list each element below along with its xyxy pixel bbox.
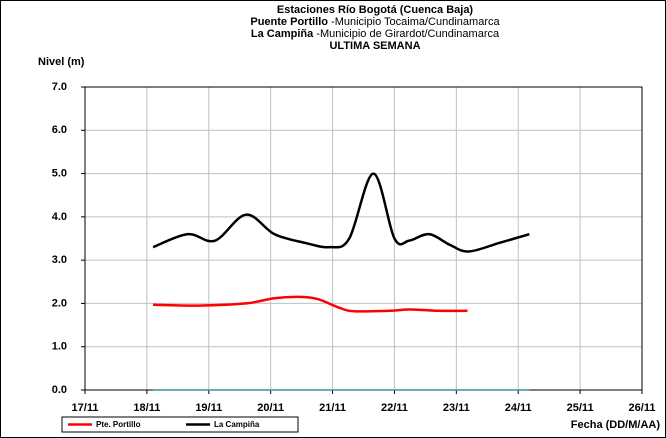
y-tick-label: 3.0 — [52, 254, 67, 266]
x-tick-label: 23/11 — [443, 402, 470, 414]
subtitle-line: La Campiña -Municipio de Girardot/Cundin… — [251, 28, 500, 40]
x-tick-label: 20/11 — [257, 402, 284, 414]
x-tick-label: 18/11 — [133, 402, 160, 414]
chart-title: ULTIMA SEMANA — [329, 40, 420, 52]
y-tick-label: 1.0 — [52, 341, 67, 353]
x-axis-label: Fecha (DD/M/AA) — [571, 419, 661, 431]
y-tick-label: 6.0 — [52, 124, 67, 136]
station-place: -Municipio Tocaima/Cundinamarca — [328, 16, 500, 28]
legend-label: La Campiña — [214, 420, 260, 429]
legend-box — [61, 416, 299, 433]
y-tick-label: 0.0 — [52, 384, 67, 396]
y-axis-label: Nivel (m) — [38, 56, 85, 68]
station-name: La Campiña — [251, 28, 314, 40]
x-tick-label: 21/11 — [319, 402, 346, 414]
x-tick-label: 25/11 — [567, 402, 594, 414]
station-place: -Municipio de Girardot/Cundinamarca — [313, 28, 500, 40]
x-tick-label: 19/11 — [195, 402, 222, 414]
chart-title: Estaciones Río Bogotá (Cuenca Baja) — [277, 4, 474, 16]
station-name: Puente Portillo — [250, 16, 328, 28]
y-tick-label: 2.0 — [52, 297, 67, 309]
legend: Pte. Portillo La Campiña — [61, 416, 299, 433]
x-tick-label: 24/11 — [505, 402, 532, 414]
y-tick-label: 5.0 — [52, 167, 67, 179]
x-tick-label: 22/11 — [381, 402, 408, 414]
x-tick-label: 17/11 — [72, 402, 99, 414]
y-tick-label: 7.0 — [52, 81, 67, 93]
data-line — [153, 295, 468, 313]
y-tick-label: 4.0 — [52, 211, 67, 223]
subtitle-line: Puente Portillo -Municipio Tocaima/Cundi… — [250, 16, 500, 28]
data-line — [152, 172, 530, 253]
x-tick-label: 26/11 — [629, 402, 656, 414]
legend-label: Pte. Portillo — [96, 420, 141, 429]
